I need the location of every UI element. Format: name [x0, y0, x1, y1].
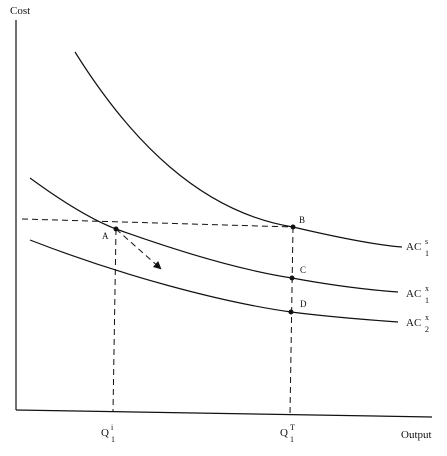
curve-label: AC — [406, 241, 421, 253]
curve-ac1s — [74, 51, 403, 248]
curve-label-sub: 2 — [425, 325, 429, 334]
curve-label: AC — [406, 317, 421, 329]
quantity-label-sub: 1 — [290, 435, 294, 444]
x-axis — [15, 409, 433, 418]
curve-label: AC — [406, 288, 421, 300]
curve-label-sup: s — [425, 237, 428, 246]
quantity-label: Q — [101, 427, 109, 439]
dashed-vertical-a — [112, 228, 117, 413]
point-dot — [289, 275, 295, 281]
quantity-label-sub: 1 — [111, 435, 115, 444]
point-dot — [288, 309, 294, 315]
quantity-label: Q — [280, 427, 288, 439]
curve-label-sub: 1 — [425, 296, 429, 305]
curve-label-sub: 1 — [425, 249, 429, 258]
curve-ac2x — [29, 239, 399, 323]
dashed-vertical-b — [289, 226, 294, 416]
point-label: D — [300, 299, 307, 309]
point-label: B — [299, 215, 305, 225]
y-axis-label: Cost — [10, 5, 30, 17]
dashed-horizontal — [21, 218, 294, 228]
dashed-arrow — [115, 228, 162, 270]
point-label: C — [300, 265, 306, 275]
point-dot — [113, 226, 119, 232]
x-axis-label: Output — [401, 429, 432, 441]
point-label: A — [102, 231, 109, 241]
quantity-label-sup: T — [290, 423, 295, 432]
point-dot — [290, 224, 296, 230]
curve-label-sup: x — [425, 313, 429, 322]
curve-ac1x — [29, 177, 399, 293]
quantity-label-sup: i — [111, 423, 114, 432]
curve-label-sup: x — [425, 284, 429, 293]
